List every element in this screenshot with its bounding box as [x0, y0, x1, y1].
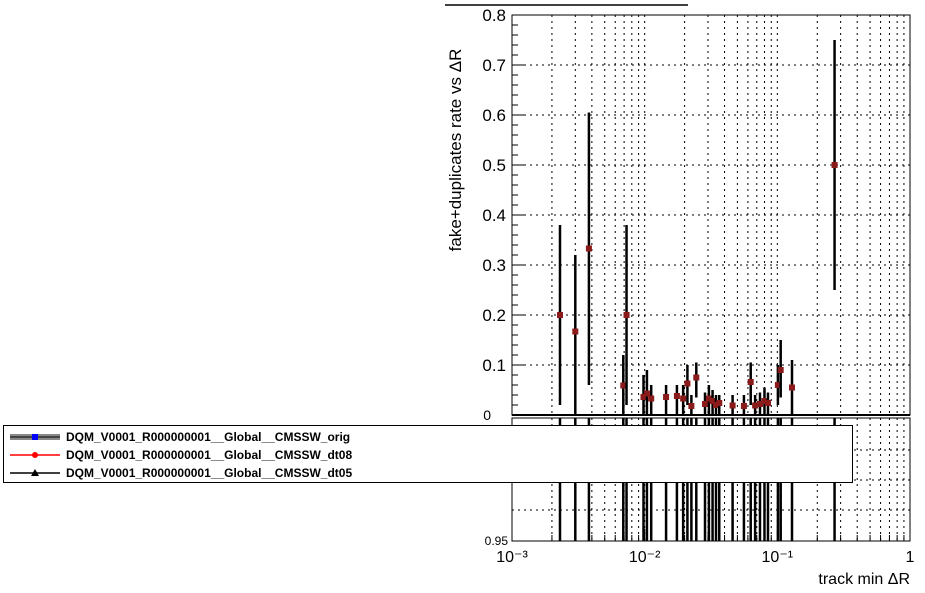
- data-point: [693, 374, 700, 381]
- data-point: [747, 379, 754, 385]
- legend-marker-orig: [10, 428, 60, 446]
- data-point: [831, 162, 838, 168]
- y-tick-label: 0.2: [482, 306, 506, 325]
- legend-item-orig: DQM_V0001_R000000001__Global__CMSSW_orig: [4, 428, 350, 446]
- y-tick-label: 0.1: [482, 356, 506, 375]
- data-point: [620, 382, 627, 389]
- data-point: [648, 395, 655, 402]
- tick-fragment: 0: [483, 407, 491, 423]
- data-point: [752, 402, 759, 409]
- data-point: [777, 367, 784, 373]
- data-point: [789, 384, 796, 391]
- data-point: [709, 398, 716, 404]
- y-tick-label: 0.3: [482, 256, 506, 275]
- y-tick-label: 0.4: [482, 206, 506, 225]
- x-tick-label: 10⁻¹: [762, 549, 794, 566]
- legend-item-dt05: DQM_V0001_R000000001__Global__CMSSW_dt05: [4, 464, 352, 482]
- legend-label-orig: DQM_V0001_R000000001__Global__CMSSW_orig: [66, 430, 351, 444]
- upper-pad: 0.1 0.2 0.3 0.4 0.5 0.6 0.7 0.8 fake+duplicates…: [446, 6, 915, 588]
- y-tick-label: 0.8: [482, 6, 506, 25]
- y-tick-label: 0.5: [482, 156, 506, 175]
- data-point: [673, 393, 680, 399]
- data-point: [663, 394, 670, 400]
- data-point: [556, 312, 563, 318]
- legend: DQM_V0001_R000000001__Global__CMSSW_orig…: [3, 425, 853, 483]
- data-point: [764, 400, 771, 406]
- data-point: [643, 390, 650, 397]
- data-point: [740, 403, 747, 409]
- x-ticks: 10⁻³ 10⁻² 10⁻¹ 1: [496, 529, 915, 566]
- data-point: [680, 395, 687, 402]
- legend-marker-dt08: [10, 446, 60, 464]
- upper-data-points: [556, 40, 838, 415]
- legend-label-dt08: DQM_V0001_R000000001__Global__CMSSW_dt08: [66, 448, 353, 462]
- data-point: [640, 394, 647, 400]
- x-tick-label: 1: [906, 549, 915, 566]
- data-point: [729, 402, 736, 409]
- data-point: [774, 382, 781, 388]
- y-axis-label: fake+duplicates rate vs ΔR: [446, 49, 465, 252]
- data-point: [688, 403, 695, 409]
- legend-marker-dt05: [10, 464, 60, 482]
- legend-item-dt08: DQM_V0001_R000000001__Global__CMSSW_dt08: [4, 446, 352, 464]
- lower-y-tick-label-095: 0.95: [485, 534, 509, 548]
- y-tick-label: 0.7: [482, 56, 506, 75]
- upper-y-ticks: 0.1 0.2 0.3 0.4 0.5 0.6 0.7 0.8: [482, 6, 524, 416]
- data-point: [702, 401, 709, 407]
- x-axis-label: track min ΔR: [818, 571, 910, 588]
- x-tick-label: 10⁻³: [496, 549, 528, 566]
- upper-grid: [512, 14, 910, 415]
- data-point: [684, 380, 691, 387]
- x-tick-label: 10⁻²: [629, 549, 661, 566]
- data-point: [713, 402, 720, 408]
- data-point: [572, 328, 579, 335]
- data-point: [705, 395, 712, 402]
- data-point: [623, 312, 630, 318]
- y-tick-label: 0.6: [482, 106, 506, 125]
- data-point: [716, 400, 723, 406]
- legend-label-dt05: DQM_V0001_R000000001__Global__CMSSW_dt05: [66, 466, 353, 480]
- data-point: [761, 398, 768, 404]
- data-point: [585, 245, 592, 252]
- data-point: [756, 401, 763, 407]
